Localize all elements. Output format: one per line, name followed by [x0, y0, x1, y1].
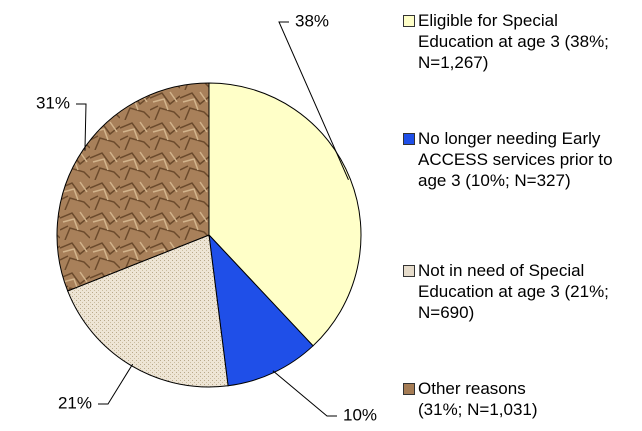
pie: 38% 10% 21% 31%	[36, 11, 377, 424]
data-label: 31%	[36, 93, 70, 112]
legend-label: No longer needing Early ACCESS services …	[418, 129, 613, 190]
leader-line	[278, 21, 349, 180]
legend-swatch	[403, 15, 415, 27]
legend-label: Eligible for Special Education at age 3 …	[418, 11, 609, 72]
legend-swatch	[403, 383, 415, 395]
pie-slice	[208, 82, 362, 347]
data-label: 38%	[295, 11, 329, 30]
pie-slice	[208, 233, 314, 387]
legend-label: Not in need of Special Education at age …	[418, 261, 609, 322]
legend-swatch	[403, 133, 415, 145]
leader-line	[272, 370, 337, 417]
leader-line	[98, 363, 134, 405]
legend-label: Other reasons (31%; N=1,031)	[418, 379, 538, 419]
pie-slice	[56, 82, 210, 292]
data-label: 10%	[343, 405, 377, 424]
leader-line	[76, 103, 87, 151]
legend-swatch	[403, 265, 415, 277]
data-label: 21%	[58, 393, 92, 412]
